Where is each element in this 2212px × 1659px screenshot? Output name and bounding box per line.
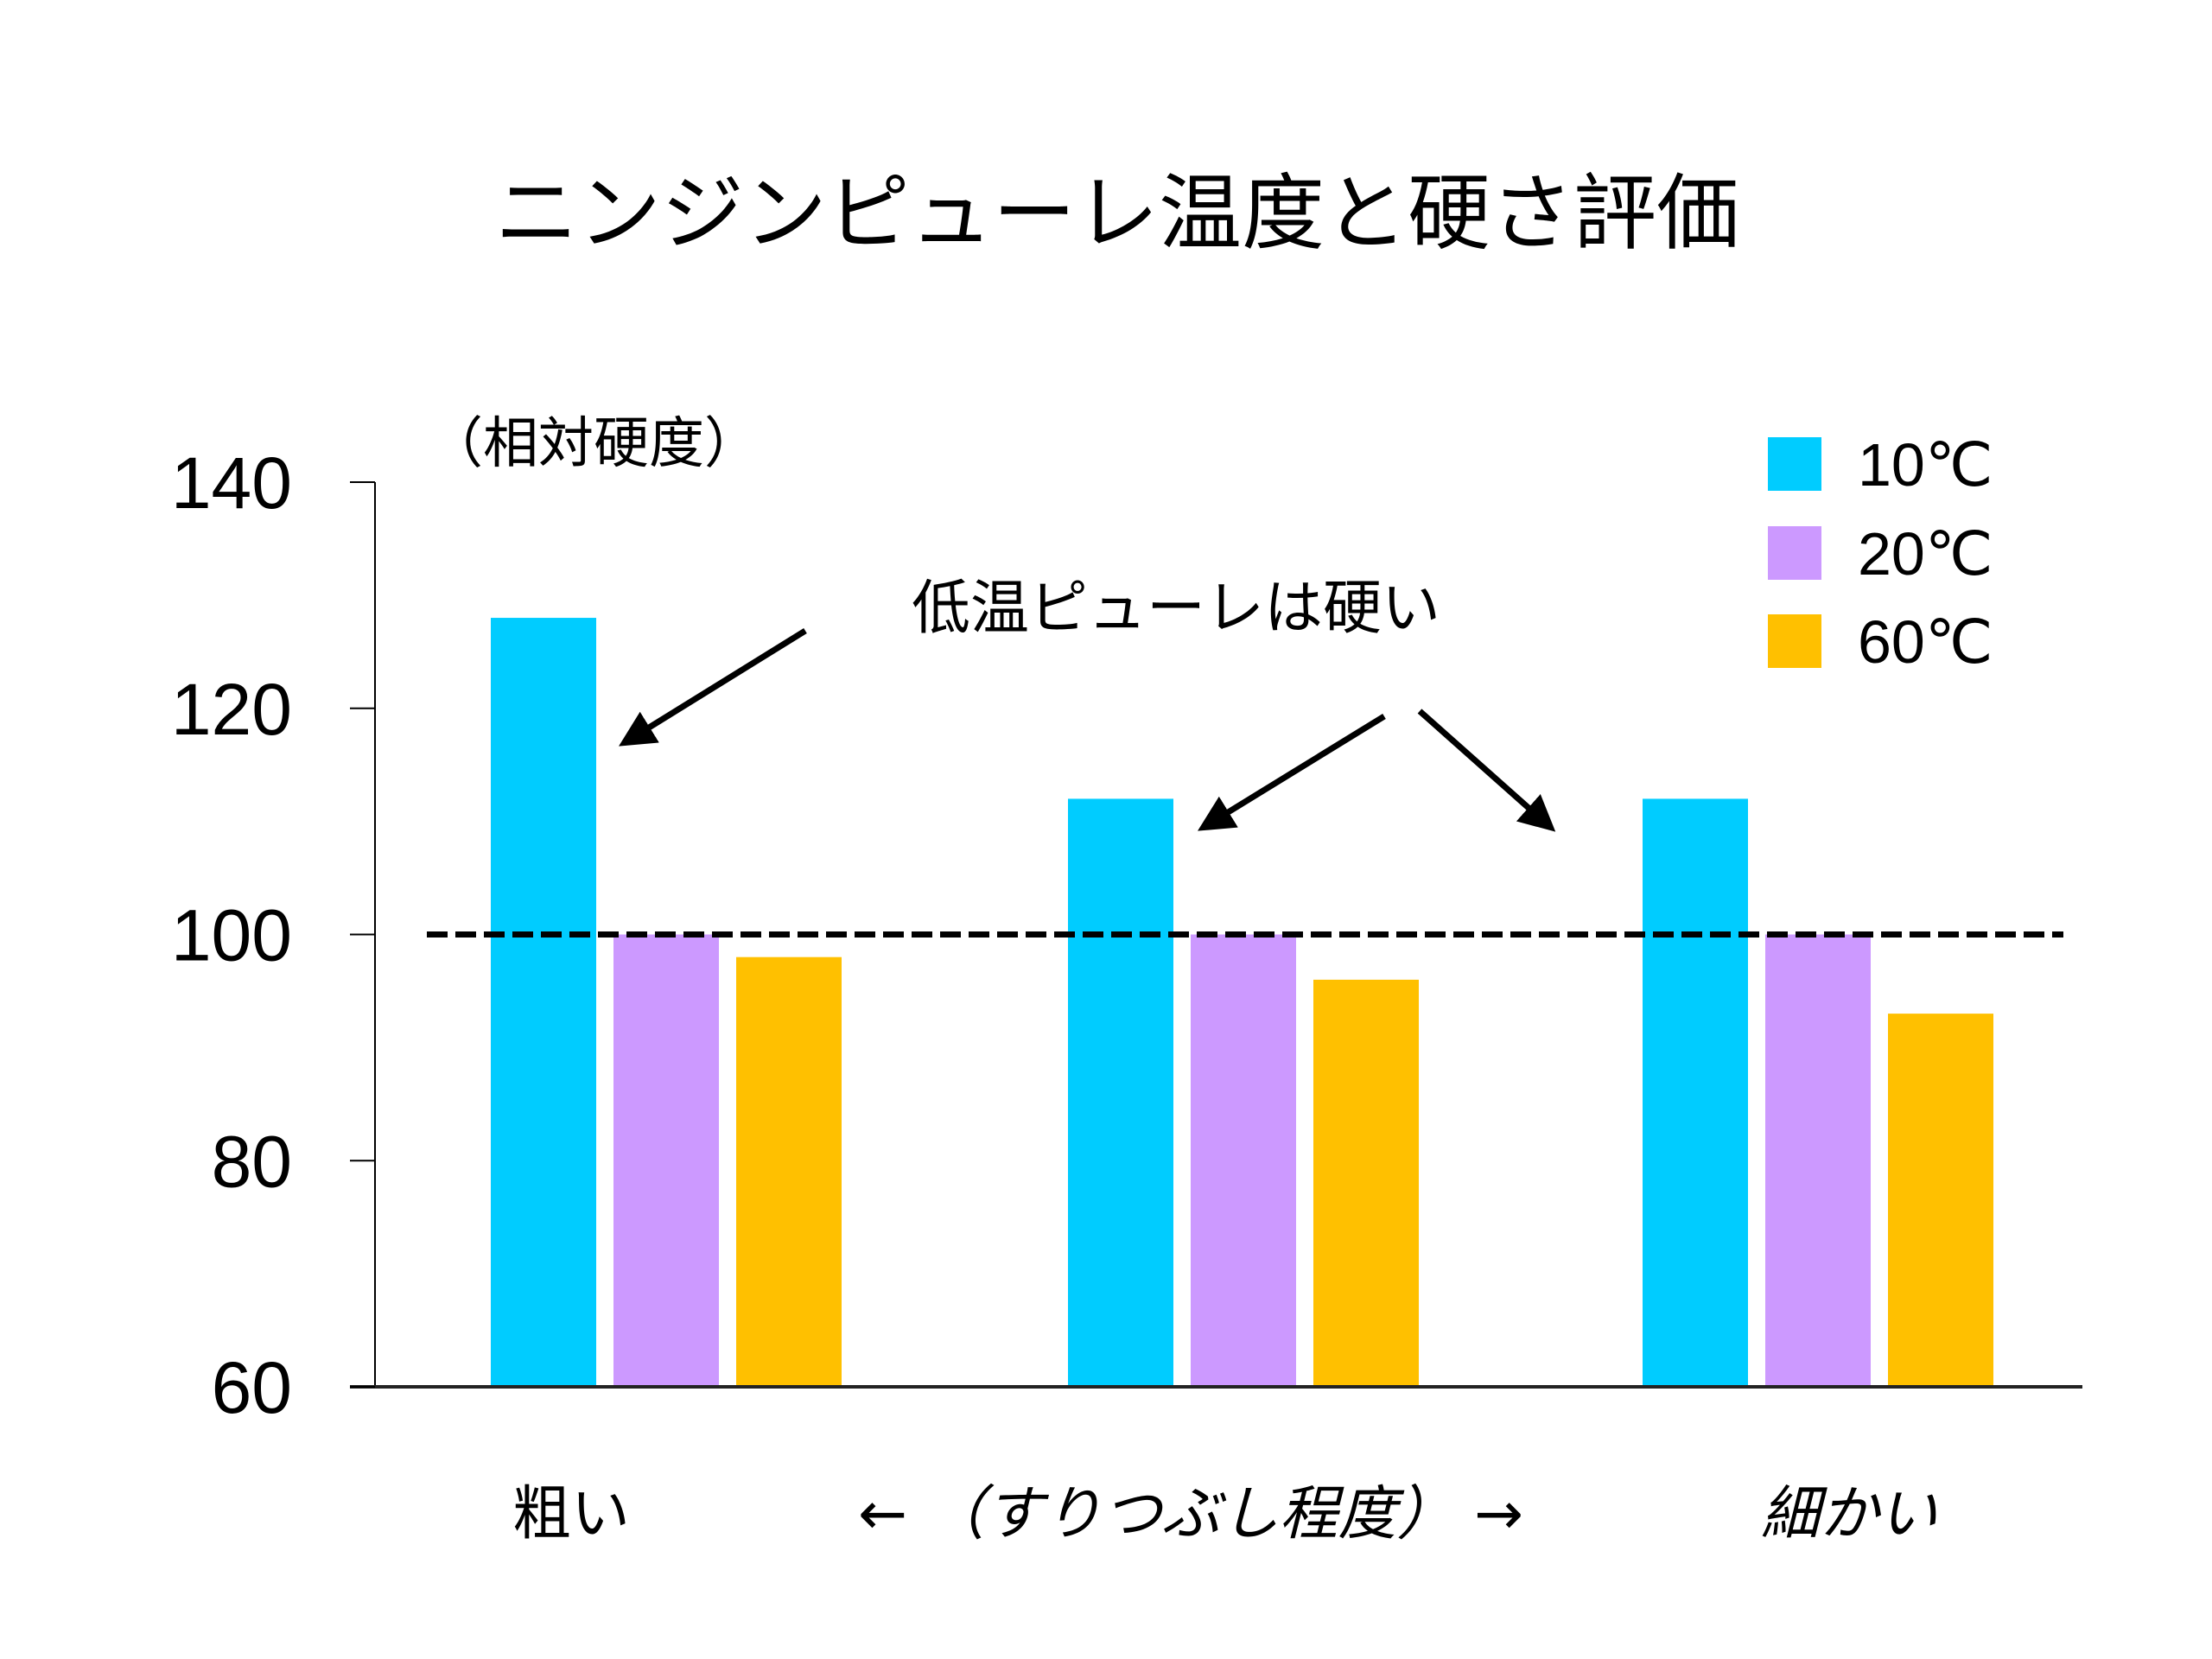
y-tick-label-120: 120 (171, 669, 292, 750)
annotation-text: 低温ピューレは硬い (912, 575, 1440, 643)
y-tick-label-140: 140 (171, 442, 292, 524)
y-tick-label-60: 60 (212, 1347, 292, 1428)
legend-label-2: 20℃ (1858, 520, 1993, 588)
y-tick-label-80: 80 (212, 1121, 292, 1202)
legend-label-1: 10℃ (1858, 431, 1993, 499)
legend-swatch-1 (1768, 437, 1821, 491)
bar-60c-group-2 (1313, 979, 1419, 1387)
bar-20c-group-1 (613, 934, 719, 1387)
bar-10c-group-1 (491, 618, 596, 1387)
legend-label-3: 60℃ (1858, 608, 1993, 676)
legend-swatch-2 (1768, 526, 1821, 580)
x-label-center: ← （すりつぶし程度） → (858, 1480, 1523, 1548)
annotation-arrow-1 (619, 628, 807, 747)
plot-area: 60 80 100 120 140 (171, 442, 2082, 1428)
bar-20c-group-3 (1765, 934, 1871, 1387)
annotation-arrow-3 (1417, 709, 1556, 832)
bar-60c-group-1 (736, 957, 842, 1387)
bar-60c-group-3 (1888, 1014, 1993, 1387)
annotation-arrow-2 (1198, 714, 1386, 831)
y-axis-title: （相対硬度） (428, 412, 760, 476)
x-label-fine: 細かい (1761, 1480, 1937, 1548)
x-label-coarse: 粗い (512, 1480, 630, 1548)
bar-10c-group-2 (1068, 798, 1173, 1387)
chart-title: ニンジンピューレ温度と硬さ評価 (495, 165, 1739, 262)
legend: 10℃ 20℃ 60℃ (1768, 431, 1993, 676)
bar-20c-group-2 (1191, 934, 1296, 1387)
bar-10c-group-3 (1643, 798, 1748, 1387)
y-tick-label-100: 100 (171, 895, 292, 976)
legend-swatch-3 (1768, 614, 1821, 668)
